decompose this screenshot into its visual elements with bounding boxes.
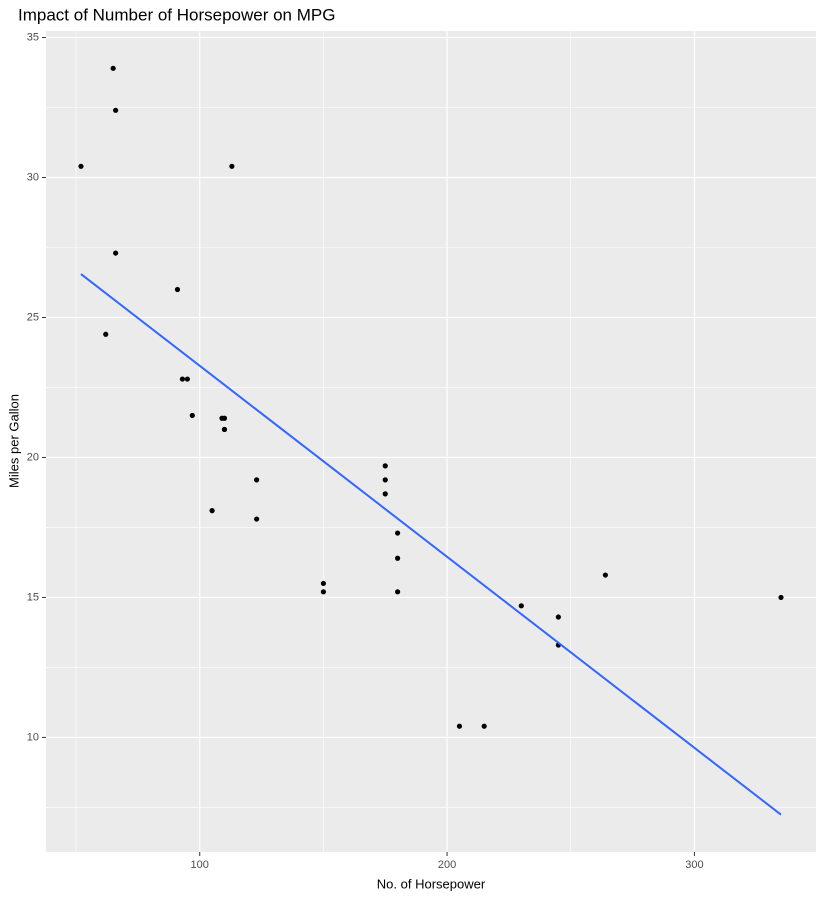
x-axis-label: No. of Horsepower <box>377 876 486 891</box>
x-tick-label: 300 <box>685 859 703 871</box>
point <box>110 65 116 71</box>
point <box>395 589 401 595</box>
point <box>382 463 388 469</box>
point <box>382 477 388 483</box>
y-tick-label: 15 <box>27 591 39 603</box>
point <box>254 477 260 483</box>
fit-line <box>80 273 782 816</box>
point <box>320 589 327 595</box>
point <box>221 426 228 433</box>
point <box>320 580 327 587</box>
point <box>179 376 186 382</box>
panel <box>46 31 816 852</box>
chart-title: Impact of Number of Horsepower on MPG <box>18 5 335 24</box>
point <box>602 572 608 578</box>
point <box>219 415 225 421</box>
point <box>209 508 215 514</box>
point <box>113 250 119 256</box>
point <box>229 163 235 169</box>
point <box>184 376 190 382</box>
point <box>778 594 784 601</box>
y-tick-label: 35 <box>27 31 39 43</box>
y-tick-label: 30 <box>27 171 39 183</box>
point <box>189 412 195 419</box>
point <box>113 107 119 113</box>
y-tick-label: 20 <box>27 451 39 463</box>
point <box>395 555 401 561</box>
point <box>395 530 401 536</box>
y-tick-label: 10 <box>27 731 39 743</box>
point <box>518 603 524 609</box>
point <box>254 516 260 522</box>
x-tick-label: 200 <box>438 859 456 871</box>
x-tick-label: 100 <box>191 859 209 871</box>
point <box>555 614 561 620</box>
y-axis-label: Miles per Gallon <box>6 394 21 488</box>
point <box>103 331 109 337</box>
point <box>78 163 84 169</box>
point <box>382 491 388 497</box>
y-tick-label: 25 <box>27 311 39 323</box>
point <box>174 286 181 293</box>
point <box>456 723 463 729</box>
point <box>481 723 487 729</box>
